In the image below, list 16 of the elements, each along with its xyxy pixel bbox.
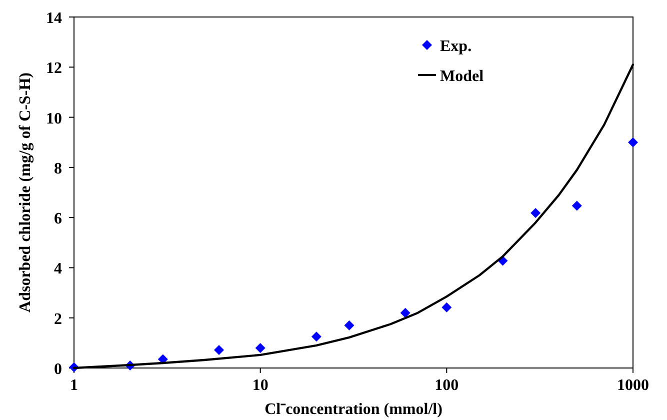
x-tick-label: 10 (252, 377, 268, 394)
y-tick-label: 2 (54, 310, 62, 328)
legend-label: Model (440, 68, 484, 85)
y-tick-label: 0 (54, 361, 62, 378)
y-axis-title: Adsorbed chloride (mg/g of C-S-H) (17, 72, 34, 312)
y-tick-label: 14 (46, 10, 62, 27)
y-tick-label: 4 (54, 260, 62, 278)
y-tick-label: 6 (54, 210, 62, 228)
legend-label: Exp. (440, 38, 472, 55)
y-tick-label: 8 (54, 160, 62, 178)
x-tick-label: 1000 (617, 377, 649, 394)
y-tick-label: 12 (46, 60, 62, 78)
y-tick-label: 10 (46, 110, 62, 128)
x-axis-title: Cl⁻concentration (mmol/l) (264, 401, 442, 418)
x-tick-label: 100 (434, 377, 459, 394)
x-tick-label: 1 (70, 377, 78, 394)
